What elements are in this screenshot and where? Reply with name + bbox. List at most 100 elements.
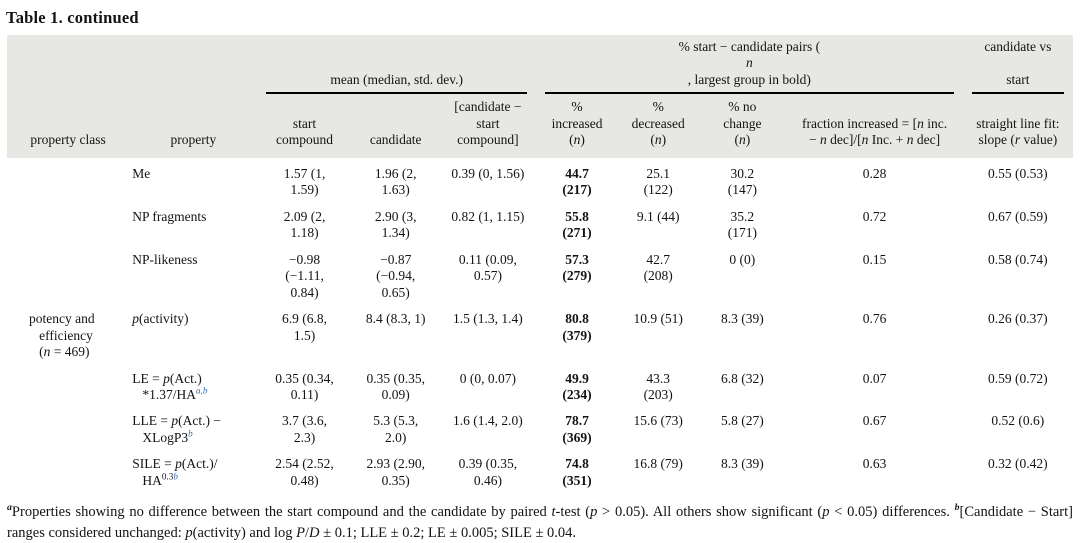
cell-pct-increased: 44.7 (217) bbox=[536, 158, 618, 204]
cell-content: 0.11 (0.09, 0.57) bbox=[443, 252, 533, 285]
cell-content: 10.9 (51) bbox=[621, 311, 695, 327]
text-segment: 30.2 bbox=[730, 165, 755, 181]
text-segment: 0.35 (0.34, bbox=[275, 370, 334, 386]
text-segment: 3.7 (3.6, bbox=[282, 413, 328, 429]
text-segment: 1.6 (1.4, 2.0) bbox=[453, 413, 523, 429]
text-segment: 8.3 (39) bbox=[720, 456, 764, 472]
text-segment: (Act.)/ bbox=[181, 456, 218, 472]
cell-content: 3.7 (3.6, 2.3) bbox=[260, 413, 348, 446]
spanner-pairs-group: % start − candidate pairs (n, largest gr… bbox=[536, 35, 963, 95]
text-segment: n bbox=[738, 132, 746, 148]
cell-content: 42.7 (208) bbox=[621, 252, 695, 285]
table-body: Me 1.57 (1, 1.59) 1.96 (2, 1.63) 0.39 (0, 1.5… bbox=[7, 158, 1073, 495]
text-segment: property class bbox=[30, 132, 106, 148]
cell-straight-line-fit: 0.26 (0.37) bbox=[963, 306, 1073, 365]
cell-candidate-minus-start: 0.11 (0.09, 0.57) bbox=[440, 247, 536, 306]
text-segment: slope ( bbox=[978, 132, 1015, 148]
text-segment: candidate vs bbox=[984, 39, 1052, 54]
cell-content: 0.63 bbox=[789, 456, 959, 472]
text-segment: 0.52 (0.6) bbox=[991, 413, 1045, 429]
cell-content: 0.07 bbox=[789, 371, 959, 387]
cell-content: SILE = p(Act.)/ HA0.3b bbox=[132, 456, 254, 489]
text-segment: p bbox=[185, 524, 193, 541]
cell-content: 8.3 (39) bbox=[701, 311, 783, 327]
spanner-label bbox=[16, 27, 248, 94]
cell-content: 0 (0, 0.07) bbox=[443, 371, 533, 387]
text-segment: 2.3) bbox=[293, 429, 316, 445]
cell-pct-decreased: 43.3 (203) bbox=[618, 366, 698, 409]
cell-pct-increased: 74.8 (351) bbox=[536, 451, 618, 494]
text-segment: 0.48) bbox=[290, 472, 319, 488]
text-segment: 0.84) bbox=[290, 284, 319, 300]
cell-content: 30.2 (147) bbox=[701, 166, 783, 199]
cell-pct-no-change: 35.2 (171) bbox=[698, 204, 786, 247]
text-segment: 8.3 (39) bbox=[720, 311, 764, 327]
column-header-fraction-increased: fraction increased = [n inc. − n dec]/[n … bbox=[786, 94, 962, 157]
text-segment: XLogP3 bbox=[142, 429, 189, 445]
cell-content: 0.52 (0.6) bbox=[966, 413, 1070, 429]
text-segment: 2.90 (3, bbox=[374, 208, 417, 224]
text-segment: 0.35) bbox=[381, 472, 410, 488]
cell-prop-class bbox=[7, 366, 129, 409]
table-header: mean (median, std. dev.)% start − candid… bbox=[7, 35, 1073, 158]
table-title: Table 1. continued bbox=[6, 8, 139, 27]
text-segment: % start − candidate pairs ( bbox=[678, 39, 821, 54]
table-row: Me 1.57 (1, 1.59) 1.96 (2, 1.63) 0.39 (0, 1.5… bbox=[7, 158, 1073, 204]
text-segment: n bbox=[43, 344, 51, 360]
column-header-prop-class: property class bbox=[7, 94, 129, 157]
text-segment: 0.15 bbox=[862, 251, 887, 267]
text-segment: ± 0.1; LLE ± 0.2; LE ± 0.005; SILE ± 0.0… bbox=[319, 524, 577, 541]
cell-content: 0.15 bbox=[789, 252, 959, 268]
text-segment: 1.96 (2, bbox=[374, 165, 417, 181]
cell-candidate: 2.90 (3, 1.34) bbox=[352, 204, 440, 247]
text-segment: 8.4 (8.3, 1) bbox=[365, 311, 426, 327]
cell-content: 80.8 (379) bbox=[539, 311, 615, 344]
text-segment: p bbox=[590, 504, 598, 521]
cell-property: SILE = p(Act.)/ HA0.3b bbox=[129, 451, 257, 494]
text-segment: ( bbox=[734, 132, 739, 148]
text-segment: (Act.) − bbox=[178, 413, 221, 429]
text-segment: 0.65) bbox=[381, 284, 410, 300]
text-segment: 78.7 bbox=[565, 413, 589, 429]
cell-content: 0.72 bbox=[789, 209, 959, 225]
cell-content: 6.9 (6.8, 1.5) bbox=[260, 311, 348, 344]
text-segment: −0.87 bbox=[380, 251, 412, 267]
text-segment: 57.3 bbox=[565, 251, 589, 267]
text-segment: start bbox=[476, 115, 500, 131]
cell-content: 1.57 (1, 1.59) bbox=[260, 166, 348, 199]
cell-pct-decreased: 15.6 (73) bbox=[618, 408, 698, 451]
text-segment: 0.59 (0.72) bbox=[988, 370, 1048, 386]
cell-content: 6.8 (32) bbox=[701, 371, 783, 387]
cell-pct-increased: 80.8 (379) bbox=[536, 306, 618, 365]
text-segment: 0.3 bbox=[161, 471, 174, 482]
cell-candidate: 2.93 (2.90, 0.35) bbox=[352, 451, 440, 494]
cell-property: LE = p(Act.) *1.37/HAa,b bbox=[129, 366, 257, 409]
cell-content: 2.09 (2, 1.18) bbox=[260, 209, 348, 242]
cell-content: 1.6 (1.4, 2.0) bbox=[443, 413, 533, 429]
cell-fraction-increased: 0.67 bbox=[786, 408, 962, 451]
text-segment: start bbox=[1006, 71, 1030, 87]
cell-content: LE = p(Act.) *1.37/HAa,b bbox=[132, 371, 254, 404]
cell-fraction-increased: 0.07 bbox=[786, 366, 962, 409]
cell-pct-decreased: 9.1 (44) bbox=[618, 204, 698, 247]
text-segment: P bbox=[296, 524, 305, 541]
text-segment: (208) bbox=[643, 268, 673, 284]
text-segment: 44.7 bbox=[565, 165, 589, 181]
cell-prop-class bbox=[7, 451, 129, 494]
cell-pct-decreased: 10.9 (51) bbox=[618, 306, 698, 365]
cell-start-compound: 3.7 (3.6, 2.3) bbox=[257, 408, 351, 451]
text-segment: 0.72 bbox=[862, 208, 887, 224]
cell-content: 55.8 (271) bbox=[539, 209, 615, 242]
cell-content: NP fragments bbox=[132, 209, 254, 225]
cell-content: −0.87 (−0.94, 0.65) bbox=[355, 252, 437, 301]
cell-content: LLE = p(Act.) − XLogP3b bbox=[132, 413, 254, 446]
text-segment: 0.07 bbox=[862, 370, 887, 386]
cell-content: 0.32 (0.42) bbox=[966, 456, 1070, 472]
text-segment: 5.8 (27) bbox=[720, 413, 764, 429]
cell-candidate-minus-start: 1.6 (1.4, 2.0) bbox=[440, 408, 536, 451]
column-header-candidate: candidate bbox=[352, 94, 440, 157]
text-segment: 1.59) bbox=[290, 182, 319, 198]
cell-pct-increased: 55.8 (271) bbox=[536, 204, 618, 247]
text-segment: 0.28 bbox=[862, 165, 887, 181]
table-row: NP fragments 2.09 (2, 1.18) 2.90 (3, 1.34) 0.… bbox=[7, 204, 1073, 247]
